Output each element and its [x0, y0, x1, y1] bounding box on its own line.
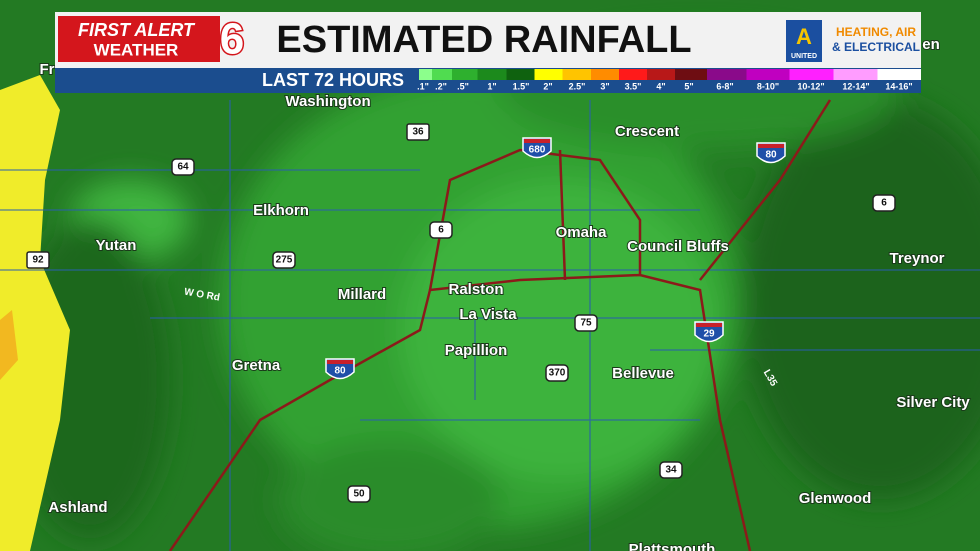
channel-number: 6 [220, 15, 244, 64]
us-shield [872, 194, 896, 212]
place-label: en [922, 36, 940, 53]
legend-label: 3.5" [625, 81, 642, 91]
legend-swatch [419, 69, 432, 80]
title: ESTIMATED RAINFALL [276, 19, 691, 61]
road-number: 64 [177, 162, 189, 173]
road-number: 6 [438, 225, 444, 236]
roads [0, 99, 980, 551]
state-shield [406, 123, 430, 141]
place-label: Washington [285, 93, 370, 110]
place-label: Glenwood [799, 490, 872, 507]
legend-swatch [746, 69, 790, 80]
legend-swatch [432, 69, 452, 80]
legend-label: 2.5" [569, 81, 586, 91]
sponsor-badge [786, 20, 822, 62]
interstate-shield-top [524, 139, 550, 143]
place-label: Ralston [448, 281, 503, 298]
legend-swatch [452, 69, 478, 80]
place-label: Treynor [889, 250, 944, 267]
road-number: 34 [665, 465, 677, 476]
header: FIRST ALERT WEATHER 6 ESTIMATED RAINFALL… [55, 12, 921, 93]
brand-line: FIRST ALERT [78, 20, 196, 40]
us-shield [272, 251, 296, 269]
sponsor-text: HEATING, AIR [836, 25, 916, 39]
legend-label: 4" [656, 81, 665, 91]
road-number: 75 [580, 318, 592, 329]
us-shield [171, 158, 195, 176]
legend-swatch [833, 69, 878, 80]
legend-swatch [534, 69, 563, 80]
legend-swatch [877, 69, 921, 80]
sponsor-badge-text: UNITED [791, 53, 817, 60]
interstate-shield-top [696, 323, 722, 327]
place-label: La Vista [459, 306, 517, 323]
legend-label: 6-8" [716, 81, 733, 91]
road-number: 680 [529, 145, 546, 156]
road-number: 29 [703, 329, 715, 340]
legend-swatch [707, 69, 747, 80]
us-shield [659, 461, 683, 479]
legend-label: .1" [417, 81, 429, 91]
interstate-shield-top [327, 360, 353, 364]
us-shield [347, 485, 371, 503]
place-label: Millard [338, 286, 386, 303]
place-label: Elkhorn [253, 202, 309, 219]
place-label: Plattsmouth [629, 541, 716, 551]
place-label: Ashland [48, 499, 107, 516]
place-label: Crescent [615, 123, 679, 140]
brand-box [58, 16, 220, 62]
legend-swatch [619, 69, 647, 80]
legend-label: 1.5" [513, 81, 530, 91]
subtitle: LAST 72 HOURS [262, 70, 404, 90]
road-number: 36 [412, 127, 424, 138]
road-number: 92 [32, 255, 44, 266]
legend: .1" .2" .5" 1" 1.5" 2" 2.5" 3" 3.5" 4" 5" 6-8" 8-10"… [417, 69, 921, 91]
legend-label: 5" [684, 81, 693, 91]
legend-swatch [789, 69, 834, 80]
legend-swatch [506, 69, 535, 80]
legend-label: .5" [457, 81, 469, 91]
road-number: 50 [353, 489, 365, 500]
legend-label: 2" [543, 81, 552, 91]
place-label: Silver City [896, 394, 970, 411]
place-label: Omaha [556, 224, 608, 241]
place-label: Bellevue [612, 365, 674, 382]
legend-label: 1" [487, 81, 496, 91]
legend-swatch [562, 69, 591, 80]
legend-label: .2" [435, 81, 447, 91]
road-number: 80 [334, 366, 346, 377]
place-label: Yutan [96, 237, 137, 254]
road-number: 80 [765, 150, 777, 161]
road-number: 370 [549, 368, 566, 379]
legend-swatch [591, 69, 619, 80]
place-labels: Washington Crescent Elkhorn Yutan Omaha Counc… [39, 35, 972, 551]
legend-label: 14-16" [885, 81, 912, 91]
legend-label: 12-14" [842, 81, 869, 91]
place-label: Papillion [445, 342, 508, 359]
place-label: Council Bluffs [627, 238, 729, 255]
road-number: 6 [881, 198, 887, 209]
sponsor-logo: A [796, 24, 812, 49]
legend-label: 10-12" [797, 81, 824, 91]
legend-swatch [647, 69, 675, 80]
legend-label: 8-10" [757, 81, 779, 91]
road-number: 275 [276, 255, 293, 266]
us-shield [429, 221, 453, 239]
place-label: Fr [40, 61, 55, 78]
legend-label: 3" [600, 81, 609, 91]
brand-line: WEATHER [94, 40, 179, 59]
place-label: Gretna [232, 357, 281, 374]
legend-swatch [675, 69, 707, 80]
interstate-shield-top [758, 144, 784, 148]
legend-swatch [477, 69, 507, 80]
us-shield [545, 364, 569, 382]
us-shield [574, 314, 598, 332]
sponsor-text: & ELECTRICAL [832, 40, 920, 54]
state-shield [26, 251, 50, 269]
